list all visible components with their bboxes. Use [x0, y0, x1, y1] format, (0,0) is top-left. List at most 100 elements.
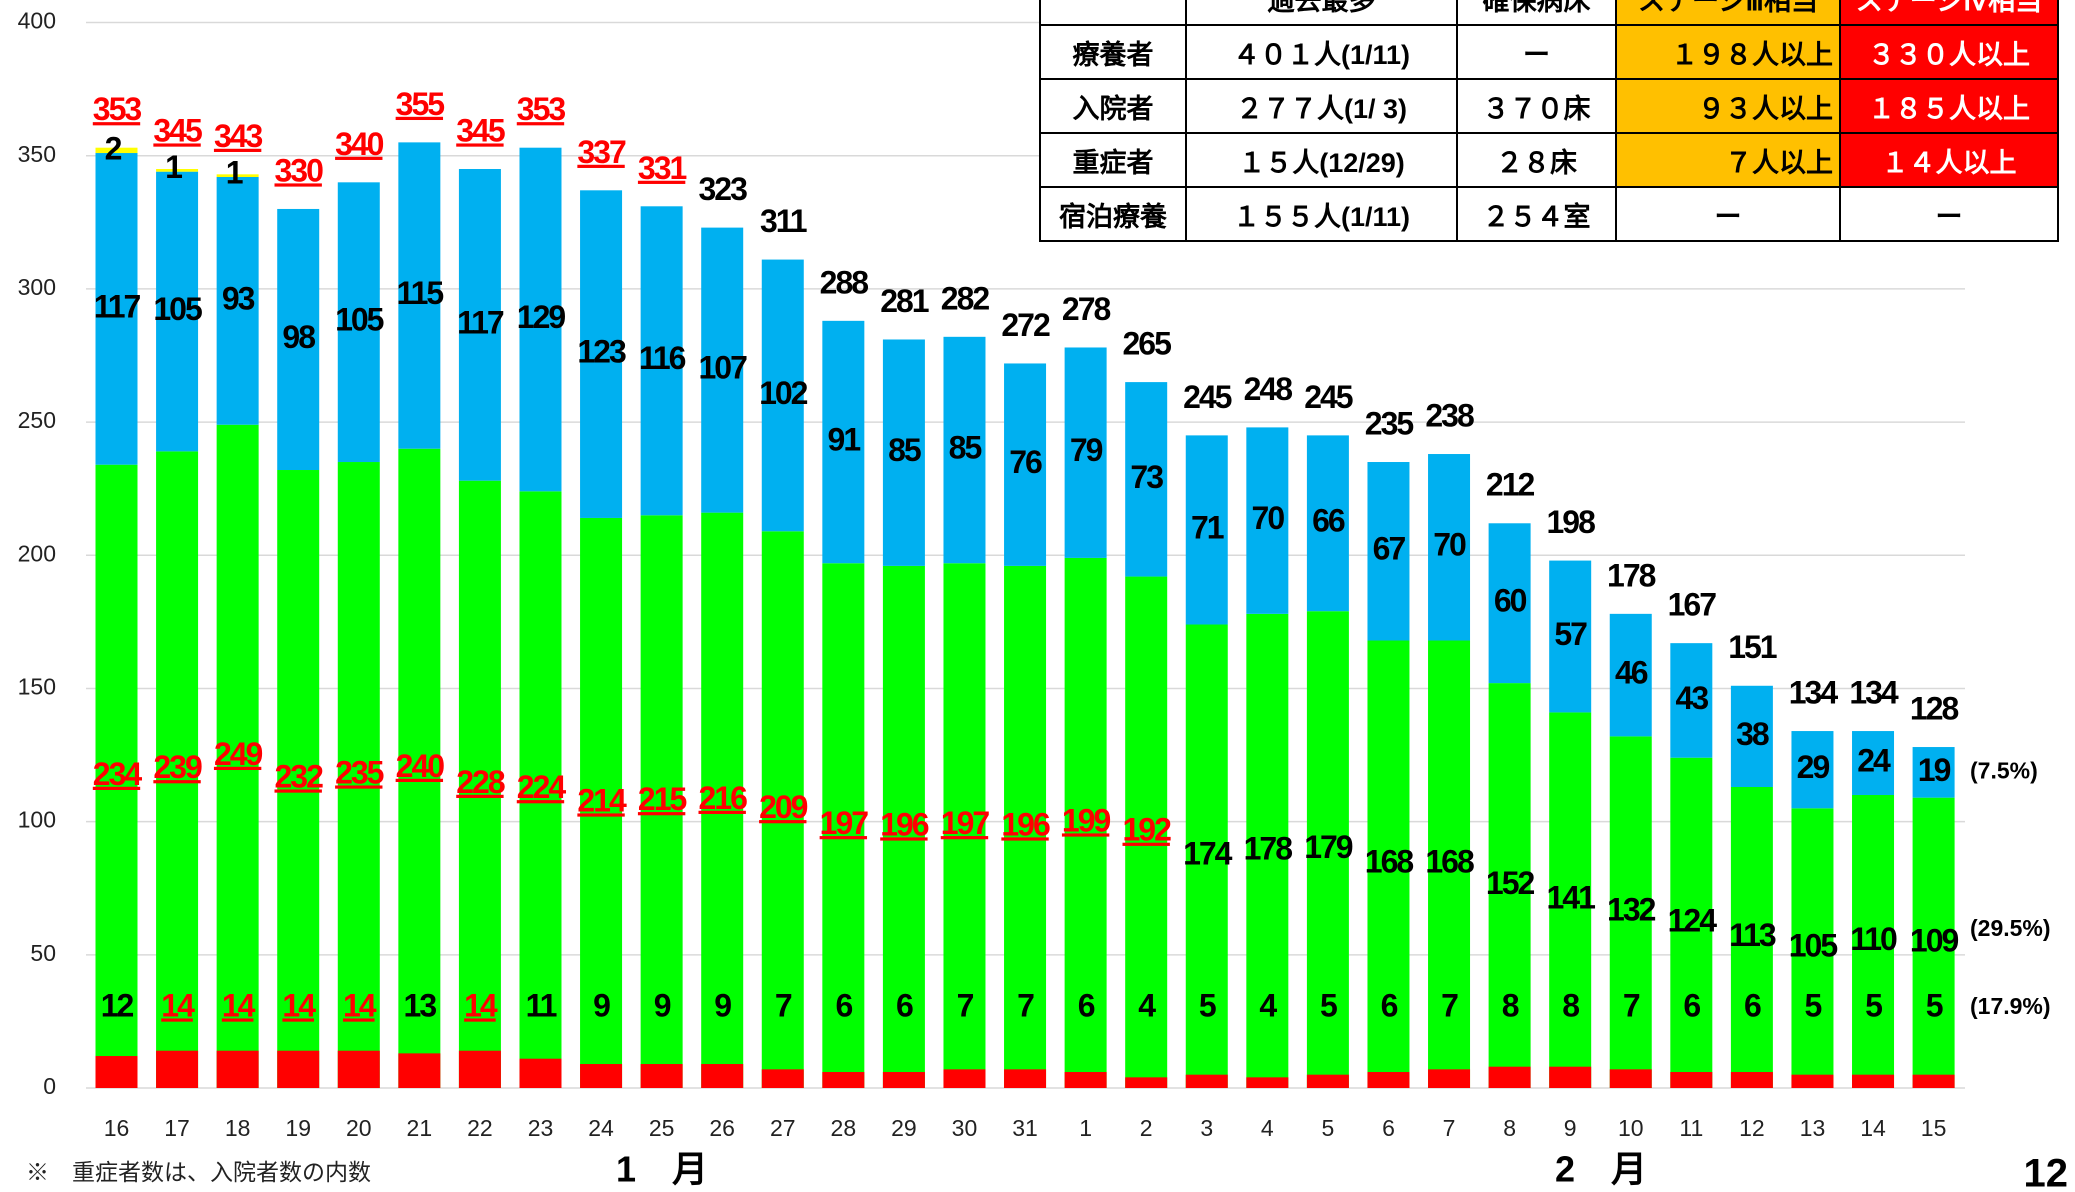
bar-segment: [1488, 523, 1531, 684]
table-cell: １４人以上: [1839, 132, 2059, 188]
data-label: 235: [335, 754, 384, 790]
bar-segment: [1246, 613, 1289, 1088]
bar-segment: [1609, 613, 1652, 737]
table-cell: ２７７人(1/ 3): [1185, 78, 1458, 134]
data-label: 282: [941, 280, 990, 316]
bar-segment: [943, 563, 986, 1088]
data-label: 178: [1607, 557, 1656, 593]
data-label: 105: [153, 291, 202, 327]
data-label: 105: [1789, 928, 1838, 964]
bar-segment: [1670, 643, 1713, 758]
bar-segment: [640, 1064, 683, 1088]
bar-segment: [519, 491, 562, 1088]
bar-segment: [1246, 1077, 1289, 1088]
footnote: ※ 重症者数は、入院者数の内数: [26, 1159, 371, 1185]
table-cell: ３３０人以上: [1839, 24, 2059, 80]
data-label: 129: [517, 299, 566, 335]
data-label: 5: [1926, 987, 1943, 1023]
bar-segment: [701, 227, 744, 513]
data-label: 1: [226, 154, 243, 190]
data-label: 116: [639, 340, 686, 376]
data-label: 60: [1494, 583, 1527, 619]
data-label: 128: [1910, 690, 1959, 726]
data-label: 107: [699, 350, 748, 386]
bar-segment: [1185, 435, 1228, 625]
data-label: 355: [396, 86, 445, 122]
x-tick-label: 4: [1261, 1115, 1274, 1141]
bar-segment: [277, 208, 320, 471]
data-label: 281: [880, 283, 929, 319]
bar-segment: [1064, 1072, 1107, 1088]
x-tick-label: 27: [770, 1115, 796, 1141]
data-label: 197: [941, 805, 990, 841]
month-label: 1 月: [616, 1149, 708, 1190]
bar-segment: [1306, 1074, 1349, 1088]
table-row: 宿泊療養 １５５人(1/11) ２５４室ーー: [1039, 186, 2059, 242]
annotation: (29.5%): [1970, 915, 2051, 941]
data-label: 272: [1001, 307, 1050, 343]
x-tick-label: 25: [649, 1115, 675, 1141]
data-label: 4: [1138, 987, 1156, 1023]
table-cell: ３７０床: [1456, 78, 1617, 134]
data-label: 179: [1304, 829, 1353, 865]
bar-segment: [1367, 462, 1410, 641]
x-tick-label: 24: [588, 1115, 614, 1141]
bar-segment: [1549, 1066, 1592, 1088]
x-tick-label: 18: [225, 1115, 251, 1141]
data-label: 196: [1001, 806, 1050, 842]
month-label: 2 月: [1555, 1149, 1647, 1190]
bar-segment: [640, 515, 683, 1088]
data-label: 6: [1683, 987, 1700, 1023]
bar-segment: [277, 470, 320, 1088]
table-cell: [1039, 0, 1187, 26]
data-label: 85: [888, 432, 921, 468]
table-cell: １９８人以上: [1615, 24, 1841, 80]
data-label: 113: [1729, 917, 1776, 953]
x-tick-label: 7: [1443, 1115, 1456, 1141]
bar-segment: [156, 171, 199, 452]
bar-segment: [1791, 808, 1834, 1088]
bar-segment: [761, 1069, 804, 1088]
data-label: 239: [153, 749, 202, 785]
data-label: 5: [1865, 987, 1882, 1023]
data-label: 197: [820, 805, 869, 841]
bar-segment: [1004, 363, 1047, 566]
data-label: 6: [835, 987, 852, 1023]
table-cell: 重症者: [1039, 132, 1187, 188]
x-tick-label: 15: [1921, 1115, 1947, 1141]
x-tick-label: 17: [164, 1115, 190, 1141]
bar-segment: [1791, 1074, 1834, 1088]
table-cell: ２５４室: [1456, 186, 1617, 242]
table-cell: 過去最多: [1185, 0, 1458, 26]
bar-segment: [882, 1072, 925, 1088]
data-label: 168: [1425, 844, 1474, 880]
data-label: 343: [214, 118, 263, 154]
bar-segment: [1730, 685, 1773, 787]
table-cell: ー: [1615, 186, 1841, 242]
table-cell: ９３人以上: [1615, 78, 1841, 134]
data-label: 14: [161, 987, 195, 1023]
bar-segment: [1549, 712, 1592, 1088]
bar-segment: [519, 147, 562, 492]
data-label: 196: [880, 806, 929, 842]
data-label: 19: [1918, 752, 1951, 788]
bar-segment: [822, 320, 865, 564]
data-label: 152: [1486, 865, 1535, 901]
bar-segment: [1125, 1077, 1168, 1088]
data-label: 12: [101, 987, 134, 1023]
bar-segment: [216, 176, 259, 425]
data-label: 212: [1486, 467, 1535, 503]
data-label: 7: [1623, 987, 1640, 1023]
data-label: 5: [1320, 987, 1337, 1023]
bar-segment: [216, 1050, 259, 1088]
data-label: 134: [1849, 675, 1899, 711]
data-label: 57: [1554, 616, 1587, 652]
bar-segment: [1609, 736, 1652, 1088]
bar-segment: [1306, 435, 1349, 612]
bar-segment: [1125, 382, 1168, 577]
data-label: 73: [1130, 459, 1163, 495]
x-tick-label: 10: [1618, 1115, 1644, 1141]
x-tick-label: 1: [1079, 1115, 1092, 1141]
bar-segment: [519, 1058, 562, 1088]
data-label: 168: [1365, 844, 1414, 880]
